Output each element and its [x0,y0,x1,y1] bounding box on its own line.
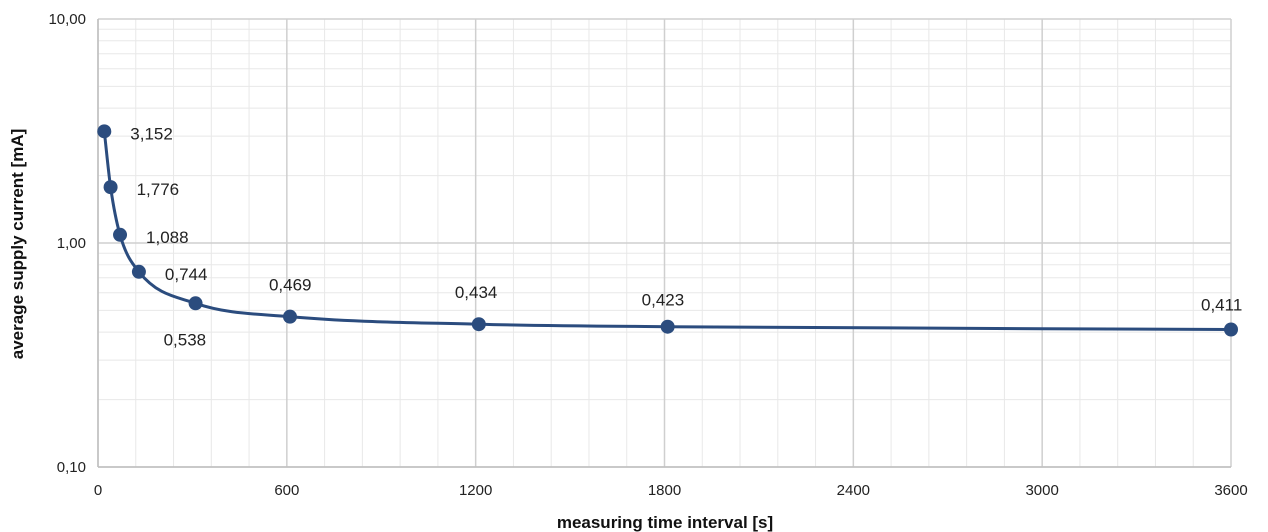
data-point [471,317,486,332]
x-tick-label: 1800 [648,482,681,499]
y-tick-label: 0,10 [57,459,86,476]
x-tick-label: 3600 [1214,482,1247,499]
data-point [660,319,675,334]
data-point [188,296,203,311]
x-axis-title: measuring time interval [s] [557,513,773,532]
x-tick-label: 0 [94,482,102,499]
y-tick-label: 1,00 [57,235,86,252]
data-label: 0,411 [1201,295,1242,314]
data-labels: 3,152 1,776 1,088 0,744 0,538 0,469 0,434 0,423… [130,124,1242,349]
data-label: 0,538 [164,330,207,349]
data-label: 0,469 [269,276,312,295]
y-tick-labels: 0,10 1,00 10,00 [48,11,86,476]
data-label: 0,423 [642,291,685,310]
x-tick-label: 1200 [459,482,492,499]
x-tick-label: 2400 [837,482,870,499]
data-label: 3,152 [130,124,173,143]
x-tick-labels: 0 600 1200 1800 2400 3000 3600 [94,482,1248,499]
grid [97,18,1232,468]
axes [97,19,1231,468]
data-label: 0,744 [165,265,208,284]
data-point [103,180,118,195]
data-point [1224,322,1238,337]
data-point [113,227,128,242]
data-label: 1,088 [146,228,189,247]
data-point [97,124,112,139]
x-tick-label: 600 [274,482,299,499]
data-label: 0,434 [455,283,498,302]
x-tick-label: 3000 [1025,482,1058,499]
y-tick-label: 10,00 [48,11,86,28]
data-point [131,264,146,279]
y-axis-title: average supply current [mA] [8,129,27,360]
data-label: 1,776 [137,180,180,199]
data-points [97,124,1238,337]
data-point [282,309,297,324]
